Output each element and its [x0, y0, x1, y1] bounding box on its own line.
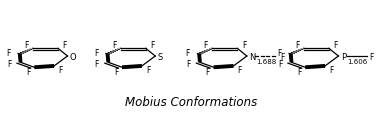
Text: F: F	[94, 48, 98, 57]
Text: F: F	[186, 59, 191, 68]
Text: F: F	[7, 59, 11, 68]
Text: F: F	[112, 41, 116, 50]
Text: F: F	[370, 52, 374, 61]
Text: F: F	[237, 66, 242, 75]
Text: F: F	[297, 67, 301, 76]
Text: F: F	[6, 48, 10, 57]
Text: Mobius Conformations: Mobius Conformations	[125, 95, 258, 108]
Text: F: F	[329, 66, 333, 75]
Text: F: F	[58, 66, 62, 75]
Text: F: F	[277, 48, 282, 57]
Text: S: S	[158, 52, 163, 61]
Text: F: F	[114, 67, 118, 76]
Text: F: F	[278, 59, 282, 68]
Text: N: N	[249, 52, 255, 61]
Text: 1.688: 1.688	[256, 58, 277, 64]
Text: F: F	[146, 66, 150, 75]
Text: F: F	[334, 41, 338, 50]
Text: F: F	[151, 41, 155, 50]
Text: F: F	[295, 41, 300, 50]
Text: O: O	[69, 52, 76, 61]
Text: F: F	[24, 41, 28, 50]
Text: F: F	[203, 41, 208, 50]
Text: F: F	[95, 59, 99, 68]
Text: 1.606: 1.606	[347, 58, 367, 64]
Text: F: F	[242, 41, 246, 50]
Text: F: F	[205, 67, 210, 76]
Text: F: F	[62, 41, 67, 50]
Text: F: F	[280, 52, 284, 61]
Text: F: F	[26, 67, 30, 76]
Text: P: P	[341, 52, 346, 61]
Text: F: F	[185, 48, 190, 57]
